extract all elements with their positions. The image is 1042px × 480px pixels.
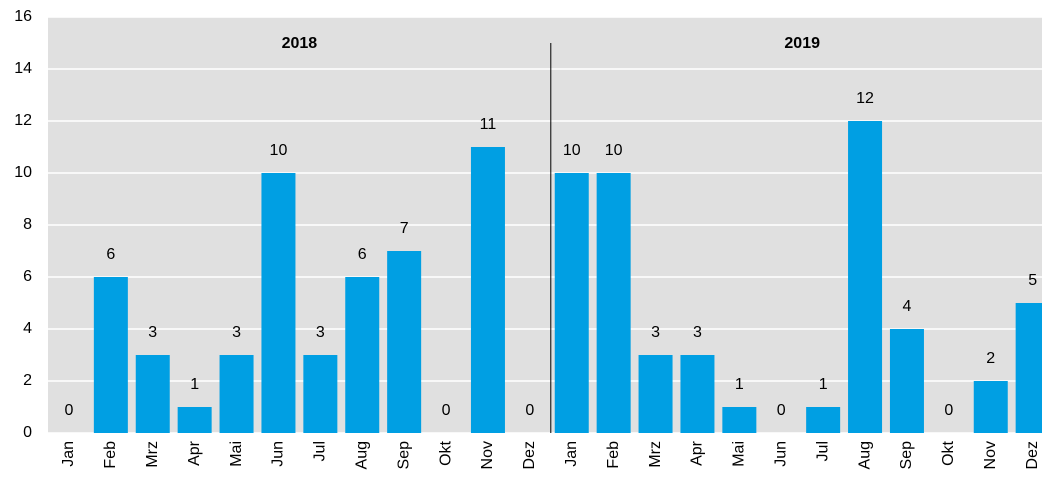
- bar: [889, 329, 924, 433]
- data-label: 3: [232, 324, 241, 341]
- data-label: 0: [64, 402, 73, 419]
- bar: [806, 407, 841, 433]
- x-tick-label: Mai: [731, 441, 748, 467]
- data-label: 11: [480, 116, 497, 133]
- x-tick-label: Nov: [982, 441, 999, 469]
- group-label: 2019: [784, 35, 820, 52]
- bar: [638, 355, 673, 433]
- y-tick-label: 4: [23, 320, 32, 337]
- bar: [303, 355, 338, 433]
- x-tick-label: Aug: [353, 441, 370, 469]
- data-label: 3: [693, 324, 702, 341]
- data-label: 0: [442, 402, 451, 419]
- bar: [973, 381, 1008, 433]
- data-label: 1: [819, 376, 828, 393]
- x-tick-label: Apr: [689, 440, 706, 466]
- bar: [387, 251, 422, 433]
- x-tick-label: Mrz: [144, 441, 161, 468]
- x-tick-label: Jun: [772, 441, 789, 467]
- bar: [345, 277, 380, 433]
- bar: [135, 355, 170, 433]
- data-label: 0: [525, 402, 534, 419]
- bar: [1015, 303, 1042, 433]
- bar: [722, 407, 757, 433]
- x-tick-label: Sep: [898, 441, 915, 470]
- bar: [93, 277, 128, 433]
- x-tick-label: Jul: [312, 441, 329, 461]
- data-label: 3: [651, 324, 660, 341]
- x-tick-label: Sep: [395, 441, 412, 470]
- bar: [596, 173, 631, 433]
- data-label: 0: [777, 402, 786, 419]
- y-tick-label: 6: [23, 268, 32, 285]
- data-label: 6: [358, 246, 367, 263]
- bar: [177, 407, 212, 433]
- x-tick-label: Okt: [437, 440, 454, 465]
- y-tick-label: 12: [14, 112, 32, 129]
- y-tick-label: 14: [14, 60, 32, 77]
- data-label: 0: [944, 402, 953, 419]
- data-label: 3: [148, 324, 157, 341]
- y-tick-label: 0: [23, 424, 32, 441]
- bar: [554, 173, 589, 433]
- x-tick-label: Jan: [60, 441, 77, 467]
- bar: [848, 121, 883, 433]
- x-tick-label: Dez: [521, 441, 538, 469]
- x-tick-label: Jan: [563, 441, 580, 467]
- x-tick-label: Apr: [186, 440, 203, 466]
- data-label: 10: [605, 142, 623, 159]
- x-tick-label: Dez: [1024, 441, 1041, 469]
- data-label: 12: [856, 90, 874, 107]
- data-label: 10: [270, 142, 288, 159]
- bar: [261, 173, 296, 433]
- data-label: 3: [316, 324, 325, 341]
- x-tick-label: Nov: [479, 441, 496, 469]
- x-tick-label: Jul: [814, 441, 831, 461]
- x-tick-label: Jun: [270, 441, 287, 467]
- x-tick-label: Mai: [228, 441, 245, 467]
- bar: [470, 147, 505, 433]
- bar: [680, 355, 715, 433]
- data-label: 2: [986, 350, 995, 367]
- data-label: 1: [735, 376, 744, 393]
- data-label: 10: [563, 142, 581, 159]
- y-tick-label: 2: [23, 372, 32, 389]
- group-label: 2018: [282, 35, 318, 52]
- data-label: 7: [400, 220, 409, 237]
- x-tick-label: Mrz: [647, 441, 664, 468]
- data-label: 5: [1028, 272, 1037, 289]
- data-label: 1: [190, 376, 199, 393]
- x-tick-label: Aug: [856, 441, 873, 469]
- bar: [219, 355, 254, 433]
- y-tick-label: 10: [14, 164, 32, 181]
- y-tick-label: 16: [14, 8, 32, 25]
- y-tick-label: 8: [23, 216, 32, 233]
- x-tick-label: Okt: [940, 440, 957, 465]
- data-label: 4: [902, 298, 911, 315]
- data-label: 6: [106, 246, 115, 263]
- x-tick-label: Feb: [605, 441, 622, 469]
- x-tick-label: Feb: [102, 441, 119, 469]
